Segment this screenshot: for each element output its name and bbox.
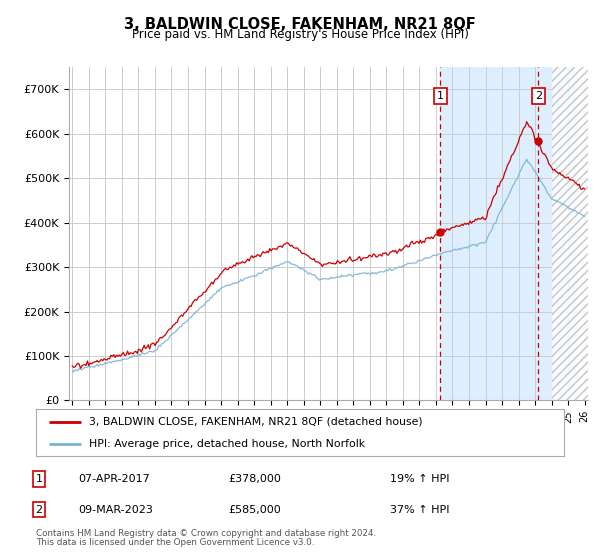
Text: 07-APR-2017: 07-APR-2017	[78, 474, 150, 484]
Text: 09-MAR-2023: 09-MAR-2023	[78, 505, 153, 515]
Text: 19% ↑ HPI: 19% ↑ HPI	[390, 474, 449, 484]
Text: £585,000: £585,000	[228, 505, 281, 515]
Text: 3, BALDWIN CLOSE, FAKENHAM, NR21 8QF (detached house): 3, BALDWIN CLOSE, FAKENHAM, NR21 8QF (de…	[89, 417, 422, 427]
Text: £378,000: £378,000	[228, 474, 281, 484]
Text: 37% ↑ HPI: 37% ↑ HPI	[390, 505, 449, 515]
Text: 2: 2	[35, 505, 43, 515]
Text: 1: 1	[437, 91, 444, 101]
Text: HPI: Average price, detached house, North Norfolk: HPI: Average price, detached house, Nort…	[89, 438, 365, 449]
Text: This data is licensed under the Open Government Licence v3.0.: This data is licensed under the Open Gov…	[36, 539, 314, 548]
Text: 3, BALDWIN CLOSE, FAKENHAM, NR21 8QF: 3, BALDWIN CLOSE, FAKENHAM, NR21 8QF	[124, 17, 476, 32]
Text: Contains HM Land Registry data © Crown copyright and database right 2024.: Contains HM Land Registry data © Crown c…	[36, 530, 376, 539]
Bar	[551, 45, 600, 400]
Text: 2: 2	[535, 91, 542, 101]
Text: 1: 1	[35, 474, 43, 484]
Text: Price paid vs. HM Land Registry's House Price Index (HPI): Price paid vs. HM Land Registry's House …	[131, 28, 469, 41]
Bar	[440, 67, 577, 400]
